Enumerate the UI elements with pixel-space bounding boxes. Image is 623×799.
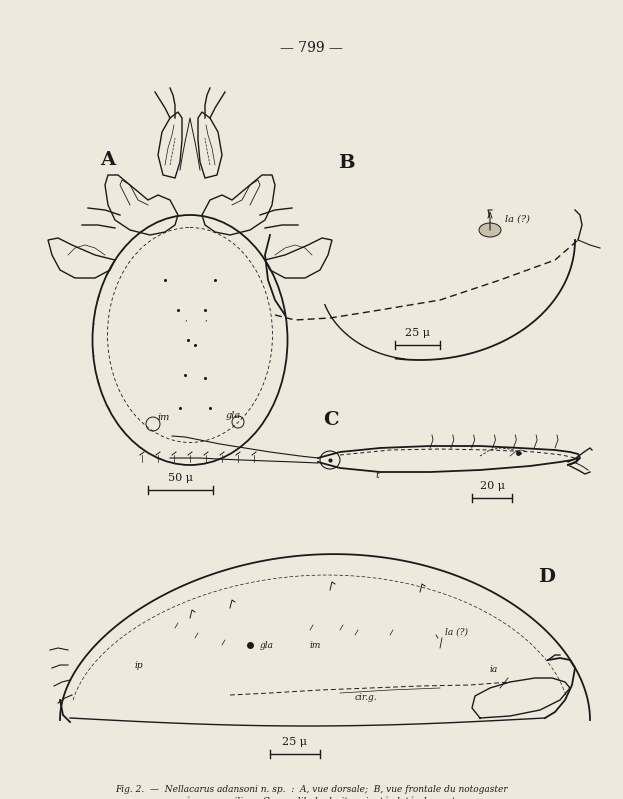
Text: C: C bbox=[323, 411, 339, 429]
Text: ,: , bbox=[205, 314, 207, 322]
Text: ia: ia bbox=[490, 665, 498, 674]
Text: B: B bbox=[338, 154, 354, 172]
Text: im: im bbox=[310, 641, 321, 650]
Text: la (?): la (?) bbox=[445, 628, 468, 637]
Text: ip: ip bbox=[135, 661, 144, 670]
Text: 25 μ: 25 μ bbox=[405, 328, 430, 338]
Text: ,: , bbox=[185, 314, 188, 322]
Text: 20 μ: 20 μ bbox=[480, 481, 505, 491]
Text: gla: gla bbox=[226, 411, 241, 420]
Text: cir.g.: cir.g. bbox=[355, 693, 378, 702]
Text: im: im bbox=[158, 413, 170, 422]
Text: D: D bbox=[538, 568, 555, 586]
Ellipse shape bbox=[479, 223, 501, 237]
Text: A: A bbox=[100, 151, 115, 169]
Text: — 799 —: — 799 — bbox=[280, 41, 343, 55]
Text: gla: gla bbox=[260, 641, 274, 650]
Text: la (?): la (?) bbox=[505, 215, 530, 224]
Text: t: t bbox=[375, 471, 379, 480]
Text: 25 μ: 25 μ bbox=[282, 737, 308, 747]
Text: Fig. 2.  —  Nellacarus adansoni n. sp.  :  A, vue dorsale;  B, vue frontale du n: Fig. 2. — Nellacarus adansoni n. sp. : A… bbox=[115, 785, 507, 799]
Text: 50 μ: 50 μ bbox=[168, 473, 193, 483]
